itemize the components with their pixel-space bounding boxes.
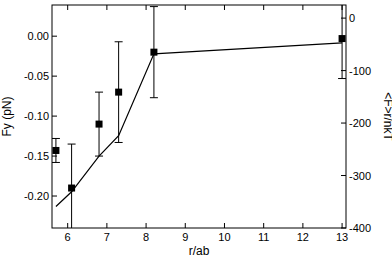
x-tick bbox=[263, 223, 264, 228]
plot-frame bbox=[52, 5, 346, 228]
error-bar bbox=[68, 144, 76, 228]
y2-tick-label: -400 bbox=[349, 222, 371, 234]
y2-tick-label: -100 bbox=[349, 65, 371, 77]
error-cap bbox=[150, 97, 158, 98]
plot-area bbox=[52, 5, 346, 228]
error-bar bbox=[52, 138, 60, 162]
error-cap bbox=[338, 78, 346, 79]
x-tick bbox=[185, 223, 186, 228]
y-tick bbox=[52, 196, 57, 197]
point bbox=[96, 121, 103, 128]
x-tick-label: 9 bbox=[182, 231, 188, 243]
y-tick-label: 0.00 bbox=[28, 30, 49, 42]
point bbox=[339, 35, 346, 42]
x-tick-label: 12 bbox=[297, 231, 309, 243]
error-cap bbox=[52, 162, 60, 163]
x-tick-top bbox=[146, 5, 147, 10]
x-tick-top bbox=[185, 5, 186, 10]
y-tick-label: -0.10 bbox=[24, 110, 49, 122]
y2-axis-label: <F>r/nkT bbox=[381, 92, 392, 141]
y-tick-label: -0.15 bbox=[24, 150, 49, 162]
x-axis-label: r/ab bbox=[189, 244, 210, 258]
error-cap bbox=[150, 6, 158, 7]
y-axis-label: Fy (pN) bbox=[0, 97, 14, 137]
y2-tick bbox=[341, 175, 346, 176]
error-cap bbox=[95, 92, 103, 93]
x-tick bbox=[67, 223, 68, 228]
x-tick bbox=[302, 223, 303, 228]
error-cap bbox=[68, 144, 76, 145]
x-tick-label: 7 bbox=[104, 231, 110, 243]
x-tick bbox=[224, 223, 225, 228]
x-tick bbox=[342, 223, 343, 228]
x-tick bbox=[146, 223, 147, 228]
x-tick-top bbox=[106, 5, 107, 10]
y2-tick bbox=[341, 228, 346, 229]
x-tick-label: 11 bbox=[258, 231, 269, 243]
x-tick-top bbox=[263, 5, 264, 10]
chart: 6 7 8 9 10 11 12 13 -0.20 -0.15 -0.10 -0.05 0.00 -400… bbox=[0, 0, 392, 259]
y-tick bbox=[52, 76, 57, 77]
y-tick bbox=[52, 116, 57, 117]
x-tick-label: 8 bbox=[143, 231, 149, 243]
error-bar bbox=[115, 42, 123, 143]
y2-tick-label: 0 bbox=[349, 12, 355, 24]
x-tick-top bbox=[302, 5, 303, 10]
error-bar bbox=[150, 7, 158, 98]
error-cap bbox=[52, 138, 60, 139]
y2-tick-label: -300 bbox=[349, 170, 371, 182]
y-tick-label: -0.20 bbox=[24, 190, 49, 202]
point bbox=[115, 89, 122, 96]
point bbox=[52, 147, 59, 154]
line bbox=[56, 43, 342, 207]
y-tick-label: -0.05 bbox=[24, 70, 49, 82]
x-tick-top bbox=[67, 5, 68, 10]
y-tick bbox=[52, 36, 57, 37]
y2-tick-label: -200 bbox=[349, 117, 371, 129]
error-bar bbox=[95, 92, 103, 156]
error-bar bbox=[338, 5, 346, 79]
y2-tick bbox=[341, 123, 346, 124]
x-tick-label: 6 bbox=[65, 231, 71, 243]
x-tick-top bbox=[224, 5, 225, 10]
error-cap bbox=[115, 41, 123, 42]
error-cap bbox=[115, 142, 123, 143]
x-tick bbox=[106, 223, 107, 228]
x-tick-label: 10 bbox=[218, 231, 230, 243]
x-tick-label: 13 bbox=[336, 231, 348, 243]
